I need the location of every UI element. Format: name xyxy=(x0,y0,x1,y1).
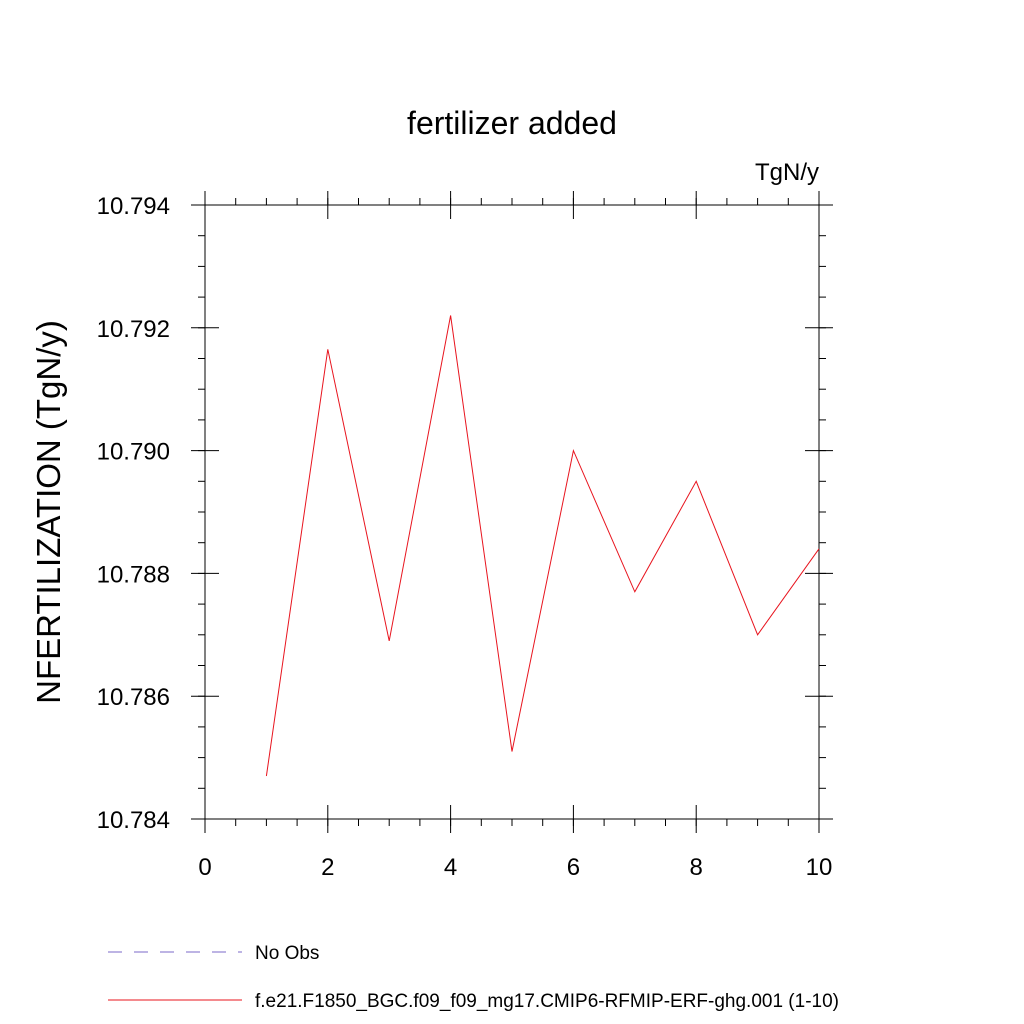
y-tick-label: 10.794 xyxy=(97,193,170,220)
series-layer xyxy=(265,315,820,777)
y-tick-labels: 10.784 10.786 10.788 10.790 10.792 10.794 xyxy=(97,193,170,834)
x-tick-label: 4 xyxy=(444,854,457,881)
plot-frame xyxy=(204,204,820,820)
x-tick-label: 2 xyxy=(321,854,334,881)
minor-ticks xyxy=(198,198,826,826)
major-ticks xyxy=(191,191,833,833)
x-tick-label: 6 xyxy=(567,854,580,881)
y-tick-label: 10.786 xyxy=(97,684,170,711)
legend: No Obs f.e21.F1850_BGC.f09_f09_mg17.CMIP6… xyxy=(108,943,839,1012)
y-axis-label: NFERTILIZATION (TgN/y) xyxy=(30,320,67,704)
y-tick-label: 10.784 xyxy=(97,807,170,834)
y-tick-label: 10.790 xyxy=(97,439,170,466)
x-tick-label: 8 xyxy=(690,854,703,881)
x-tick-labels: 0 2 4 6 8 10 xyxy=(198,854,832,881)
x-tick-label: 0 xyxy=(198,854,211,881)
legend-label: No Obs xyxy=(255,943,319,964)
legend-label: f.e21.F1850_BGC.f09_f09_mg17.CMIP6-RFMIP… xyxy=(255,991,839,1012)
series-line xyxy=(265,315,820,777)
y-tick-label: 10.792 xyxy=(97,316,170,343)
units-label: TgN/y xyxy=(755,159,819,186)
x-tick-label: 10 xyxy=(806,854,833,881)
y-tick-label: 10.788 xyxy=(97,561,170,588)
chart-title: fertilizer added xyxy=(407,105,617,141)
